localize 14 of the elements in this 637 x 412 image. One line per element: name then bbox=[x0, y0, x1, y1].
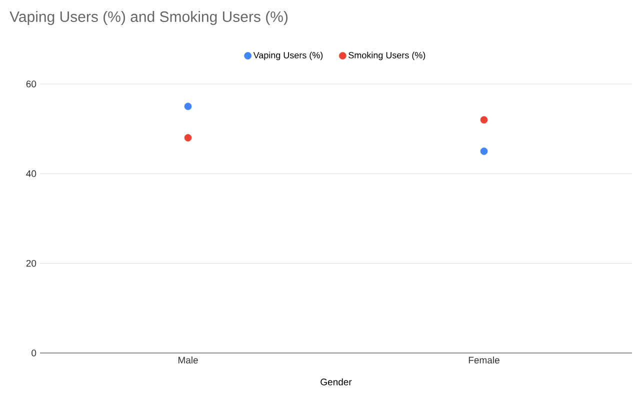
y-tick-label: 40 bbox=[26, 170, 36, 178]
point bbox=[184, 134, 192, 142]
point bbox=[184, 102, 192, 110]
chart-title: Vaping Users (%) and Smoking Users (%) bbox=[10, 11, 288, 25]
legend-label: Vaping Users (%) bbox=[253, 52, 323, 60]
y-tick-label: 20 bbox=[26, 260, 36, 267]
point bbox=[480, 116, 488, 124]
x-axis-title: Gender bbox=[320, 378, 352, 386]
y-tick-label: 0 bbox=[32, 350, 36, 356]
legend-label: Smoking Users (%) bbox=[348, 52, 426, 60]
y-tick-label: 60 bbox=[26, 80, 36, 88]
x-tick-label: Female bbox=[468, 356, 500, 364]
x-tick-label: Male bbox=[178, 356, 198, 364]
point bbox=[480, 148, 488, 155]
